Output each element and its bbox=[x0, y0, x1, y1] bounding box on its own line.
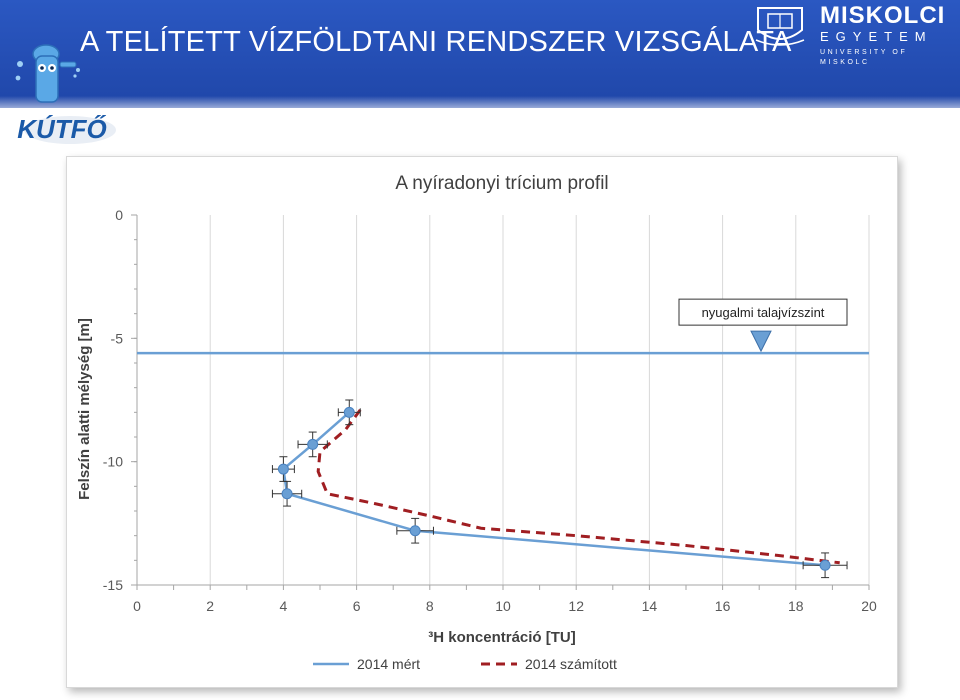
measured-point bbox=[343, 406, 355, 418]
measured-line bbox=[282, 411, 826, 567]
x-tick-label: 18 bbox=[788, 598, 804, 614]
x-axis-ticks: 0 2 4 6 8 10 12 14 16 18 20 bbox=[133, 585, 877, 614]
measured-point bbox=[277, 463, 289, 475]
tritium-profile-chart: A nyíradonyi trícium profil 0 2 4 6 8 10 12 14 1… bbox=[76, 173, 877, 672]
x-tick-label: 16 bbox=[715, 598, 731, 614]
series-measured bbox=[271, 399, 848, 579]
x-tick-label: 12 bbox=[568, 598, 584, 614]
calculated-line bbox=[316, 408, 840, 565]
university-crest-icon bbox=[755, 7, 805, 46]
y-axis-ticks: 0 -5 -10 -15 bbox=[103, 207, 137, 593]
university-logo: MISKOLCI EGYETEM UNIVERSITY OF MISKOLC bbox=[820, 3, 960, 68]
x-axis-label: ³H koncentráció [TU] bbox=[428, 629, 576, 646]
kutfo-logo: KÚTFŐ bbox=[15, 44, 116, 144]
water-level-annotation: nyugalmi talajvízszint bbox=[678, 298, 848, 353]
y-tick-label: -5 bbox=[111, 330, 124, 346]
header-fade bbox=[0, 96, 960, 118]
university-english-name: UNIVERSITY OF MISKOLC bbox=[820, 49, 908, 66]
x-tick-label: 20 bbox=[861, 598, 877, 614]
measured-point bbox=[281, 488, 293, 500]
kutfo-logo-text: KÚTFŐ bbox=[17, 114, 107, 144]
water-level-triangle-icon bbox=[750, 330, 772, 353]
page-title: A TELÍTETT VÍZFÖLDTANI RENDSZER VIZSGÁLA… bbox=[80, 26, 792, 58]
y-tick-label: 0 bbox=[115, 207, 123, 223]
x-tick-label: 6 bbox=[353, 598, 361, 614]
water-level-label: nyugalmi talajvízszint bbox=[702, 305, 825, 320]
legend-calculated-label: 2014 számított bbox=[525, 656, 617, 672]
y-axis-label: Felszín alatti mélység [m] bbox=[76, 318, 93, 500]
header-bar bbox=[0, 0, 960, 108]
measured-point bbox=[307, 438, 319, 450]
x-tick-label: 2 bbox=[206, 598, 214, 614]
x-tick-label: 0 bbox=[133, 598, 141, 614]
y-tick-label: -15 bbox=[103, 577, 123, 593]
water-level-label-box bbox=[678, 298, 848, 326]
chart-frame: A nyíradonyi trícium profil 0 2 4 6 8 10 12 14 1… bbox=[66, 156, 898, 688]
chart-title: A nyíradonyi trícium profil bbox=[395, 173, 608, 194]
x-tick-label: 14 bbox=[642, 598, 658, 614]
measured-point bbox=[819, 559, 831, 571]
series-calculated bbox=[316, 408, 840, 565]
university-main-name: MISKOLCI bbox=[820, 2, 946, 29]
measured-point bbox=[409, 525, 421, 537]
x-tick-label: 4 bbox=[280, 598, 288, 614]
university-sub-name: EGYETEM bbox=[820, 29, 933, 44]
legend-measured-label: 2014 mért bbox=[357, 656, 420, 672]
x-tick-label: 10 bbox=[495, 598, 511, 614]
legend: 2014 mért 2014 számított bbox=[313, 656, 617, 672]
x-tick-label: 8 bbox=[426, 598, 434, 614]
grid-lines bbox=[136, 215, 870, 586]
y-tick-label: -10 bbox=[103, 454, 123, 470]
